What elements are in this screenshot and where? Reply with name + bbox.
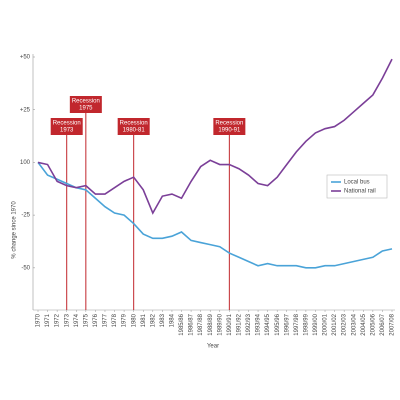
x-tick-label: 1978 bbox=[112, 313, 118, 327]
y-axis-label: % change since 1970 bbox=[12, 201, 18, 259]
legend-label: National rail bbox=[344, 189, 376, 195]
x-axis-label: Year bbox=[207, 344, 219, 350]
y-tick-label: -50 bbox=[21, 265, 30, 271]
x-tick-label: 1999/00 bbox=[313, 313, 319, 335]
y-tick-label: +50 bbox=[20, 55, 31, 61]
x-tick-label: 2003/04 bbox=[351, 313, 357, 335]
recession-box bbox=[69, 96, 102, 113]
x-tick-label: 1988/89 bbox=[208, 313, 214, 335]
x-tick-label: 2000/01 bbox=[323, 313, 329, 335]
x-tick-label: 1993/94 bbox=[256, 313, 262, 335]
y-tick-label: +25 bbox=[20, 107, 31, 113]
recession-label: Recession bbox=[53, 121, 81, 127]
x-tick-label: 1991/92 bbox=[236, 313, 242, 335]
x-tick-label: 1998/99 bbox=[303, 313, 309, 335]
x-tick-label: 1976 bbox=[93, 313, 99, 327]
x-tick-label: 1975 bbox=[83, 313, 89, 327]
x-tick-label: 2005/06 bbox=[370, 313, 376, 335]
y-tick-label: -25 bbox=[21, 213, 30, 219]
x-tick-label: 2006/07 bbox=[380, 313, 386, 335]
x-tick-label: 1972 bbox=[55, 313, 61, 327]
line bbox=[37, 161, 393, 269]
recession-box bbox=[117, 118, 150, 135]
recession-label: Recession bbox=[120, 121, 148, 127]
legend-box bbox=[326, 174, 388, 199]
x-tick-label: 1994/95 bbox=[265, 313, 271, 335]
recession-label: 1975 bbox=[79, 106, 93, 112]
x-tick-label: 2002/03 bbox=[342, 313, 348, 335]
x-tick-label: 1986/87 bbox=[189, 313, 195, 335]
line bbox=[37, 58, 393, 215]
x-tick-label: 1974 bbox=[74, 313, 80, 327]
x-tick-label: 1987/88 bbox=[198, 313, 204, 335]
x-tick-label: 1971 bbox=[45, 313, 51, 327]
legend-label: Local bus bbox=[344, 180, 370, 186]
y-tick-label: 100 bbox=[20, 160, 31, 166]
x-tick-label: 2004/05 bbox=[361, 313, 367, 335]
recession-label: Recession bbox=[215, 121, 243, 127]
recession-label: 1980-81 bbox=[123, 128, 146, 134]
x-tick-label: 1973 bbox=[64, 313, 70, 327]
x-tick-label: 1977 bbox=[103, 313, 109, 327]
x-tick-label: 1980 bbox=[131, 313, 137, 327]
x-tick-label: 1981 bbox=[141, 313, 147, 327]
x-tick-label: 2001/02 bbox=[332, 313, 338, 335]
recession-label: 1973 bbox=[60, 128, 74, 134]
x-tick-label: 2007/08 bbox=[390, 313, 396, 335]
x-tick-label: 1983 bbox=[160, 313, 166, 327]
recession-label: 1990-91 bbox=[218, 128, 241, 134]
x-tick-label: 1992/93 bbox=[246, 313, 252, 335]
recession-box bbox=[50, 118, 83, 135]
x-tick-label: 1985/86 bbox=[179, 313, 185, 335]
x-tick-label: 1984 bbox=[170, 313, 176, 327]
x-tick-label: 1970 bbox=[36, 313, 42, 327]
x-tick-label: 1990/91 bbox=[227, 313, 233, 335]
x-tick-label: 1979 bbox=[122, 313, 128, 327]
x-tick-label: 1997/98 bbox=[294, 313, 300, 335]
x-tick-label: 1996/97 bbox=[284, 313, 290, 335]
x-tick-label: 1982 bbox=[150, 313, 156, 327]
recession-label: Recession bbox=[72, 99, 100, 105]
x-tick-label: 1995/96 bbox=[275, 313, 281, 335]
recession-box bbox=[213, 118, 246, 135]
x-tick-label: 1989/90 bbox=[217, 313, 223, 335]
